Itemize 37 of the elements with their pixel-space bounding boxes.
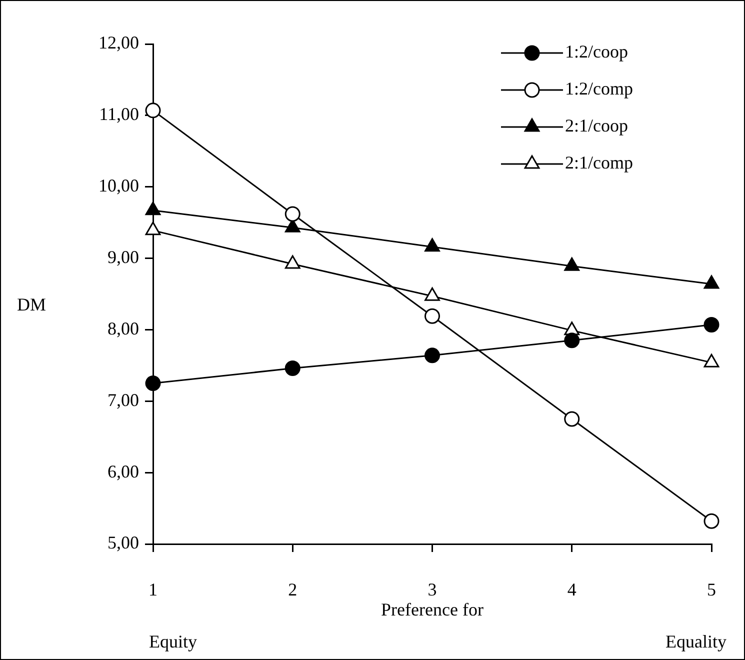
- y-tick-label: 10,00: [98, 176, 139, 196]
- legend-label: 1:2/coop: [565, 42, 628, 62]
- point: [424, 308, 440, 324]
- point: [564, 257, 580, 271]
- point: [564, 411, 580, 427]
- x-tick-label: 1: [148, 580, 158, 600]
- y-tick-label: 12,00: [98, 32, 139, 53]
- point: [284, 360, 300, 376]
- y-tick-label: 6,00: [108, 461, 139, 482]
- point: [704, 513, 720, 529]
- x-axis-title: Preference for: [381, 600, 484, 620]
- point: [284, 255, 300, 269]
- point: [145, 376, 161, 392]
- point: [564, 332, 580, 348]
- y-tick-label: 9,00: [108, 247, 139, 268]
- x-tick-label: 5: [707, 580, 716, 600]
- text: Equity: [149, 632, 197, 652]
- x-tick-label: 4: [567, 580, 576, 600]
- point: [424, 348, 440, 364]
- y-tick-label: 8,00: [108, 318, 139, 338]
- point: [145, 202, 161, 216]
- legend-label: 1:2/comp: [565, 78, 633, 99]
- x-tick-label: 3: [428, 580, 437, 600]
- text: Equality: [666, 632, 726, 652]
- point: [704, 275, 720, 289]
- x-tick-label: 2: [288, 580, 298, 600]
- legend-label: 2:1/comp: [565, 152, 633, 173]
- legend-label: 2:1/coop: [565, 116, 628, 136]
- point: [704, 354, 720, 368]
- y-axis-title: DM: [17, 294, 46, 315]
- y-tick-label: 5,00: [108, 532, 139, 553]
- point: [704, 316, 720, 332]
- y-tick-label: 7,00: [108, 390, 139, 410]
- point: [424, 238, 440, 252]
- point: [424, 287, 440, 301]
- point: [145, 222, 161, 236]
- y-tick-label: 11,00: [99, 104, 139, 124]
